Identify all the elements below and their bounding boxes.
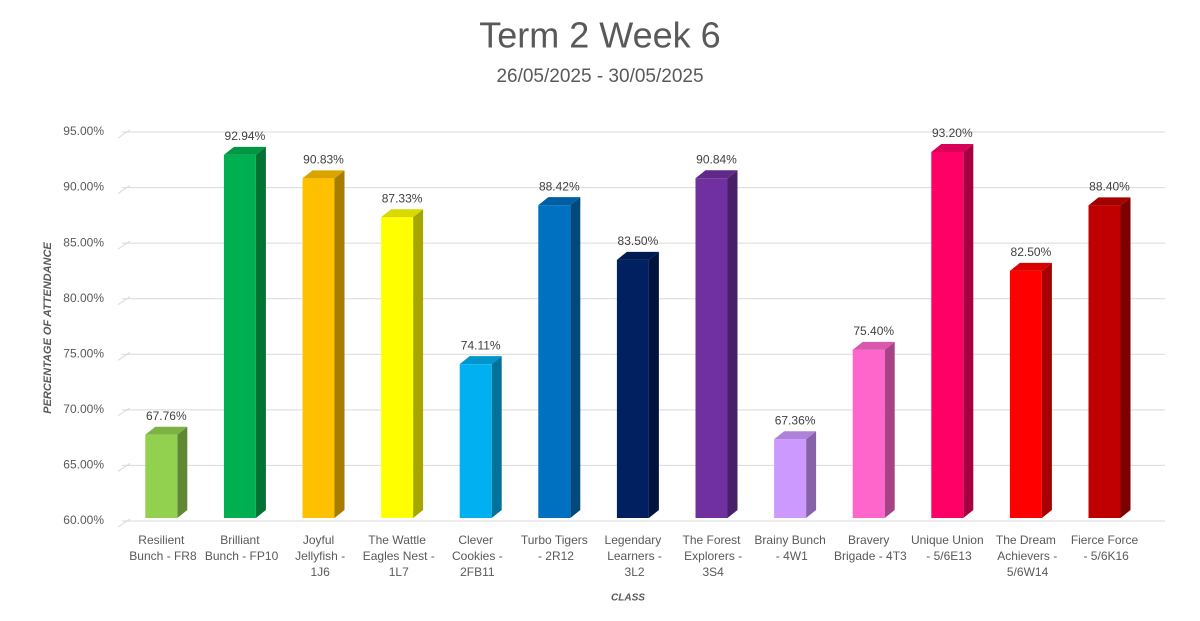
bar-side xyxy=(570,197,581,518)
bar-side xyxy=(255,146,266,518)
value-label: 88.40% xyxy=(1089,180,1130,194)
grid-line-side xyxy=(117,518,131,528)
bar-side xyxy=(413,209,424,518)
bar-top xyxy=(1009,262,1052,271)
x-tick-label: Bravery Brigade - 4T3 xyxy=(831,533,907,563)
value-label: 90.83% xyxy=(303,153,344,167)
bar-side xyxy=(177,426,188,518)
x-tick-label: Unique Union - 5/6E13 xyxy=(911,533,984,563)
grid-line-side xyxy=(117,407,131,417)
bar xyxy=(538,205,571,518)
value-label: 67.76% xyxy=(146,409,187,423)
value-label: 90.84% xyxy=(696,152,737,166)
x-tick-label: Clever Cookies - 2FB11 xyxy=(449,533,503,579)
bar-side xyxy=(1120,197,1131,518)
bar-top xyxy=(616,251,659,260)
grid-line-side xyxy=(117,240,131,250)
bar xyxy=(616,259,649,518)
x-tick-label: Brainy Bunch - 4W1 xyxy=(754,533,825,563)
y-tick-label: 90.00% xyxy=(63,180,104,194)
chart-subtitle: 26/05/2025 - 30/05/2025 xyxy=(496,66,703,87)
bar-top xyxy=(381,209,424,218)
bar xyxy=(1009,270,1042,518)
grid-line-side xyxy=(117,185,131,194)
value-label: 75.40% xyxy=(853,324,894,338)
bar-top xyxy=(695,170,738,179)
bar-side xyxy=(884,341,895,518)
x-tick-label: Brilliant Bunch - FP10 xyxy=(202,533,279,563)
x-tick-label: The Wattle Eagles Nest - 1L7 xyxy=(359,533,434,579)
bar xyxy=(931,152,964,518)
bar-top xyxy=(538,197,581,206)
y-axis-title: PERCENTAGE OF ATTENDANCE xyxy=(42,242,54,414)
bar xyxy=(459,364,492,518)
bar-top xyxy=(931,144,974,153)
bar-side xyxy=(334,170,345,519)
x-tick-label: The Dream Achievers - 5/6W14 xyxy=(995,533,1058,579)
bar-top xyxy=(459,356,502,365)
bar-top xyxy=(852,341,895,350)
y-tick-label: 75.00% xyxy=(63,346,104,360)
value-label: 88.42% xyxy=(539,179,580,193)
chart-title: Term 2 Week 6 xyxy=(479,15,720,56)
bar xyxy=(223,154,256,518)
bar-top xyxy=(774,431,817,440)
bar xyxy=(695,178,728,519)
bar-side xyxy=(648,251,659,519)
bar xyxy=(145,434,178,518)
x-tick-label: Fierce Force - 5/6K16 xyxy=(1071,533,1139,563)
x-tick-label: Joyful Jellyfish - 1J6 xyxy=(292,533,345,579)
x-tick-label: The Forest Explorers - 3S4 xyxy=(681,533,742,579)
bar-top xyxy=(1088,197,1131,206)
bar xyxy=(381,217,414,518)
x-axis-title: CLASS xyxy=(611,593,645,604)
grid-line-side xyxy=(117,351,131,361)
y-tick-label: 65.00% xyxy=(63,458,104,472)
y-tick-label: 70.00% xyxy=(63,402,104,416)
bar-top xyxy=(223,146,266,155)
grid-line-side xyxy=(117,296,131,306)
bar xyxy=(852,349,885,518)
value-label: 74.11% xyxy=(461,338,501,352)
y-tick-label: 80.00% xyxy=(63,291,104,305)
y-tick-label: 85.00% xyxy=(63,235,104,249)
value-label: 87.33% xyxy=(382,191,423,205)
y-tick-label: 95.00% xyxy=(63,124,104,138)
bar xyxy=(774,439,807,518)
value-label: 92.94% xyxy=(225,129,266,143)
value-label: 83.50% xyxy=(618,234,659,248)
bar xyxy=(1088,205,1121,518)
y-tick-label: 60.00% xyxy=(63,513,104,527)
value-label: 67.36% xyxy=(775,413,816,427)
x-tick-label: Turbo Tigers - 2R12 xyxy=(521,533,588,563)
bar xyxy=(302,178,335,519)
x-tick-label: Resilient Bunch - FR8 xyxy=(126,533,197,563)
value-label: 93.20% xyxy=(932,126,973,140)
bar-side xyxy=(963,144,974,518)
grid-line-side xyxy=(117,463,131,472)
bar-top xyxy=(302,170,345,179)
value-label: 82.50% xyxy=(1011,245,1052,259)
bar-side xyxy=(806,431,817,518)
bar-side xyxy=(491,356,502,518)
grid-line-side xyxy=(117,129,131,139)
x-tick-label: Legendary Learners - 3L2 xyxy=(604,533,662,579)
bar-side xyxy=(1041,262,1052,518)
bar-top xyxy=(145,426,188,435)
bar-side xyxy=(727,170,738,519)
